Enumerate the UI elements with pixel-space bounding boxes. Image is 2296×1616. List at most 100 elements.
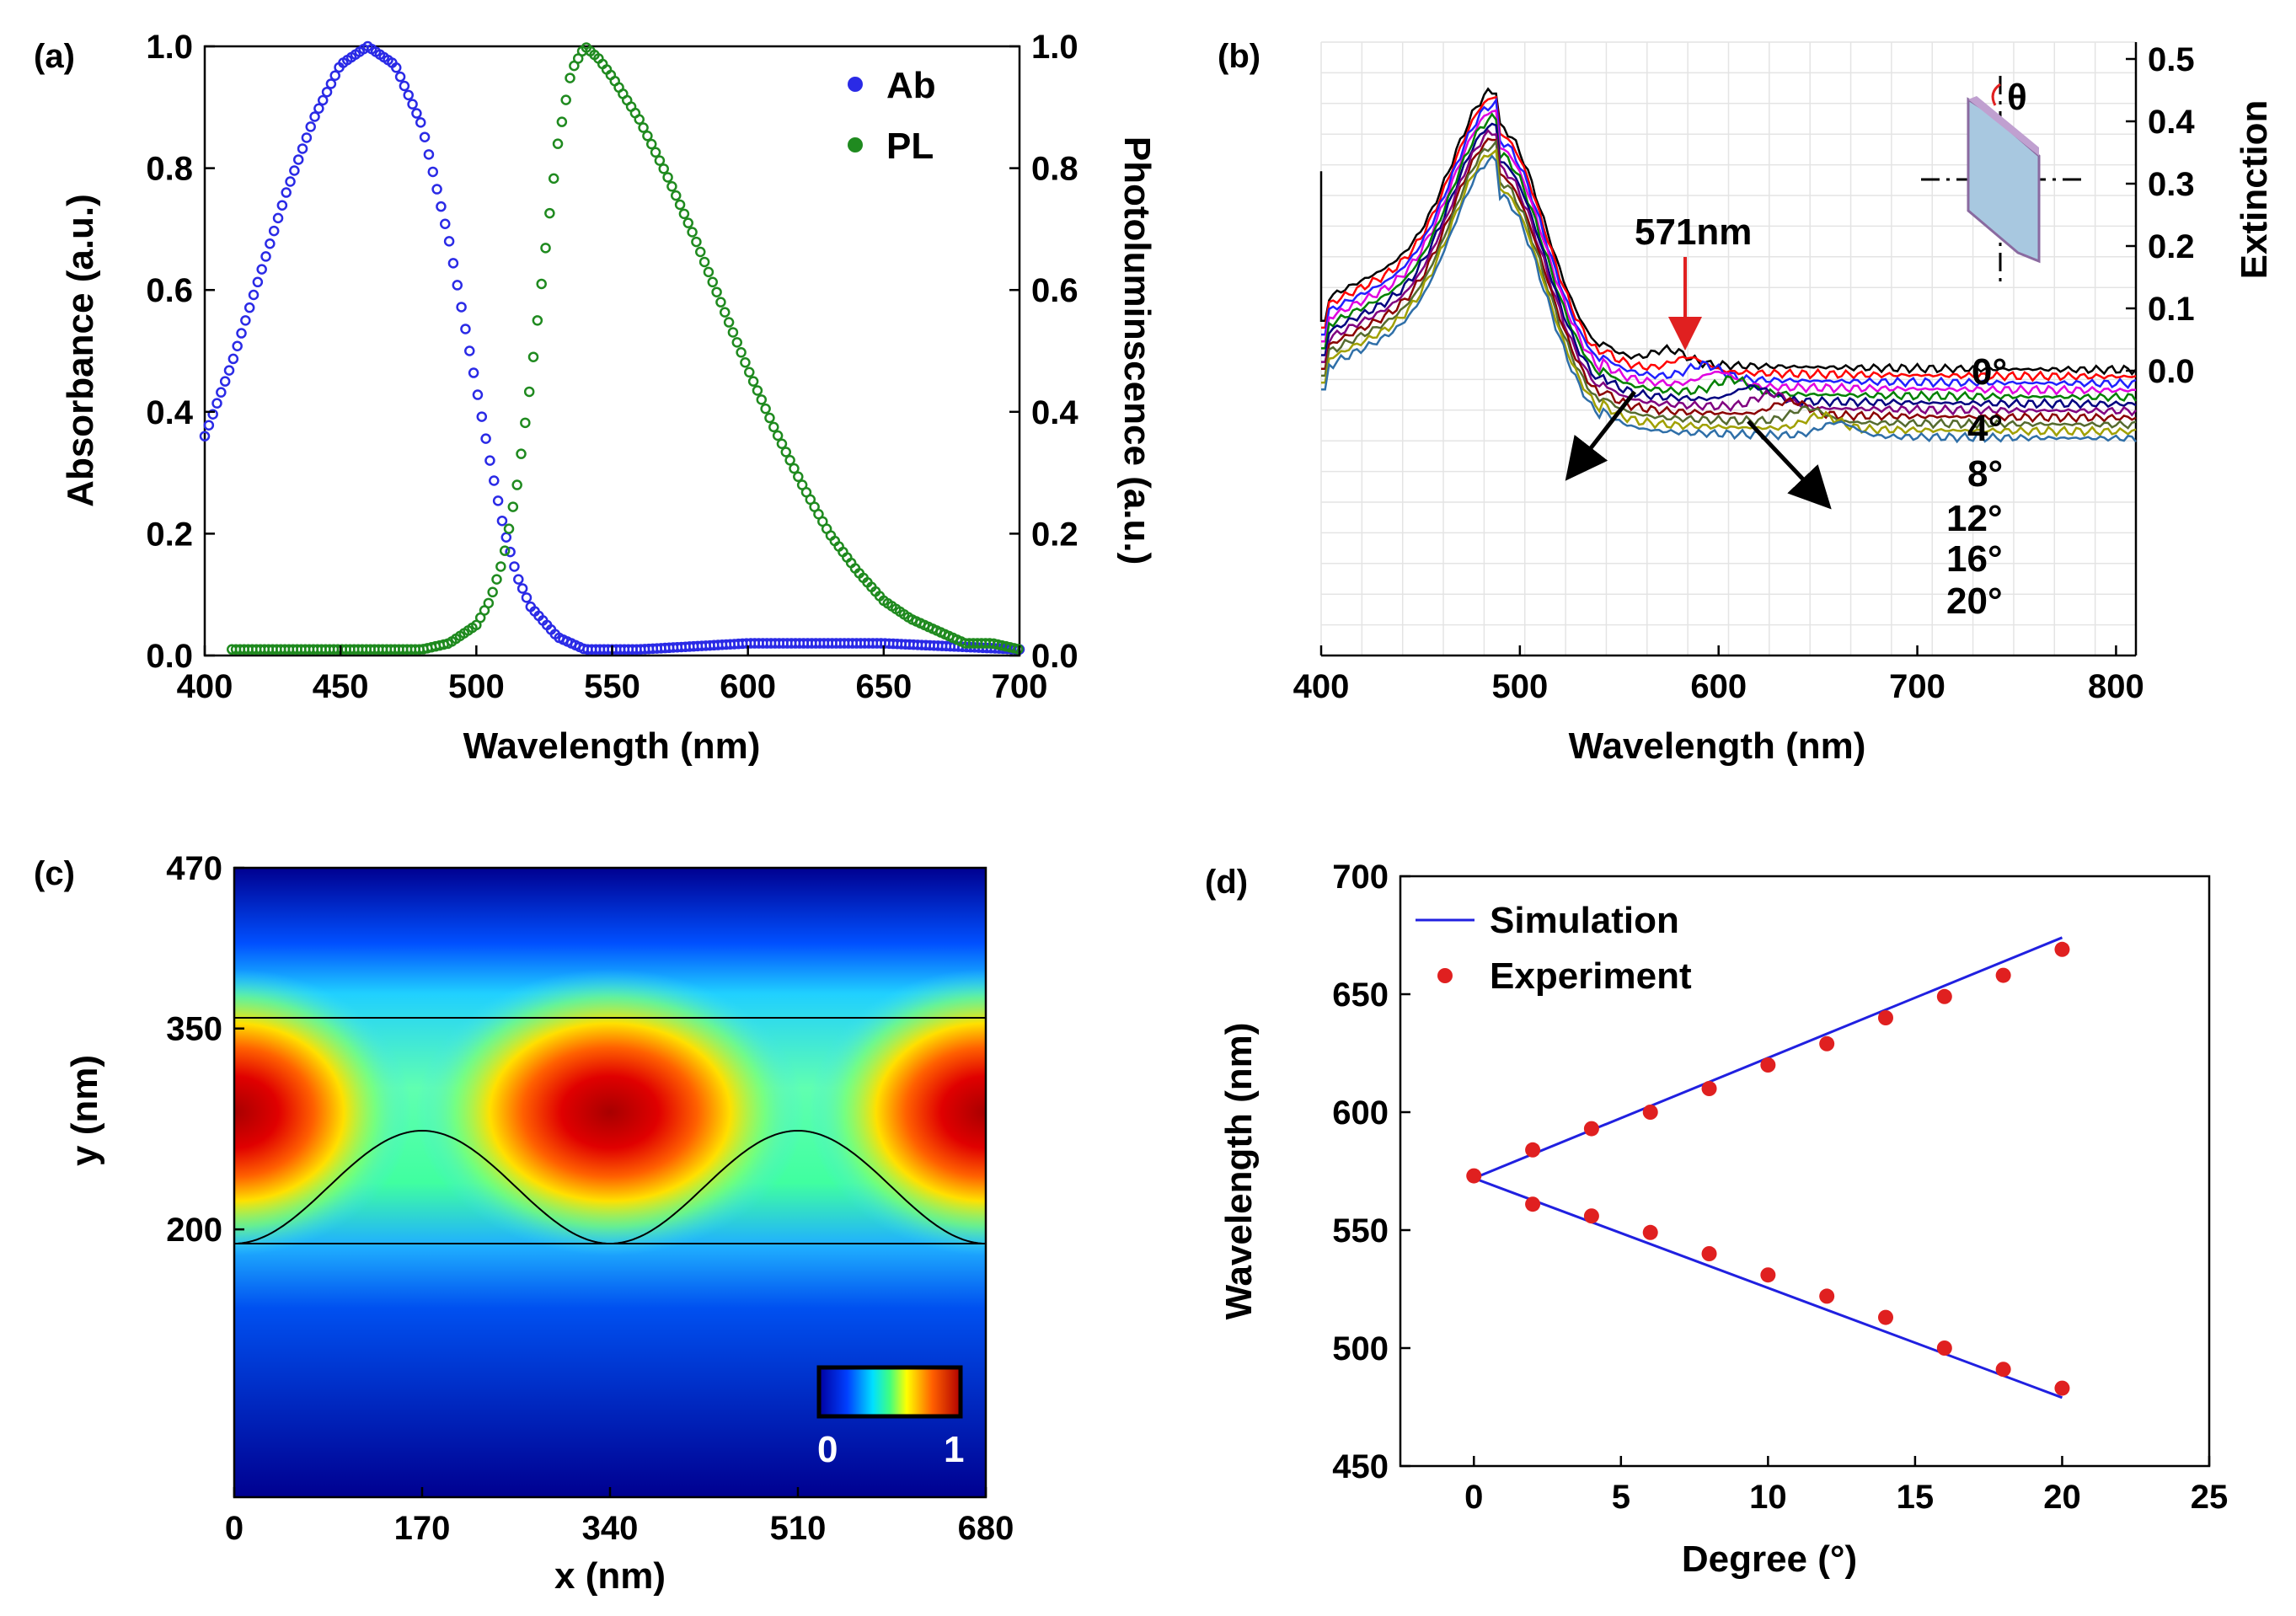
tick-label: 800 [2088, 668, 2144, 705]
annotation-571nm: 571nm [1635, 211, 1752, 253]
spectrum-14deg [1321, 137, 2137, 424]
pl-point [698, 256, 710, 268]
pl-point [487, 586, 498, 598]
ab-point [521, 592, 533, 603]
panel-b-y2-ticks: 0.0 0.1 0.2 0.3 0.4 0.5 [2126, 41, 2195, 390]
tick-label: 700 [992, 668, 1048, 705]
pl-point [666, 181, 677, 192]
experiment-point [1878, 1010, 1893, 1025]
ab-point [236, 328, 247, 339]
panel-c-heatmap [234, 868, 986, 1497]
panel-d: (d) 0 5 10 15 20 25 450 500 550 600 650 700 Degree… [1205, 859, 2228, 1580]
legend-ab-marker [848, 77, 863, 92]
ab-point [223, 365, 235, 376]
tick-label: 680 [958, 1510, 1014, 1547]
panel-b-label: (b) [1218, 38, 1260, 75]
angle-labels: 0° 4° 8° 12° 16° 20° [1946, 351, 2007, 622]
panel-c-colorbar: 0 1 [816, 1365, 964, 1470]
panel-d-legend: Simulation Experiment [1416, 900, 1692, 997]
pl-point [670, 190, 682, 201]
series-pl [226, 42, 1024, 655]
spectrum-0deg [1319, 87, 2137, 377]
ab-point [431, 184, 442, 195]
tick-label: 0.2 [2148, 228, 2195, 265]
experiment-point [1525, 1142, 1541, 1158]
ab-point [516, 583, 528, 594]
angle-label-12: 12° [1946, 498, 2003, 539]
tick-label: 600 [1690, 668, 1747, 705]
spectrum-18deg [1321, 147, 2137, 437]
panel-d-axes [1399, 875, 2211, 1468]
experiment-point [1642, 1105, 1658, 1120]
ab-point [407, 99, 418, 110]
ab-point [419, 131, 431, 142]
pl-point [548, 173, 559, 185]
ab-point [411, 108, 422, 119]
spectrum-8deg [1321, 112, 2138, 403]
angle-label-0: 0° [1972, 351, 2007, 393]
experiment-point [1819, 1288, 1835, 1304]
tick-label: 450 [313, 668, 369, 705]
pl-point [715, 297, 726, 308]
experiment-point [1583, 1208, 1599, 1224]
ab-point [423, 149, 435, 160]
panel-a-legend: Ab PL [848, 65, 936, 167]
experiment-point [1936, 988, 1952, 1004]
series-ab [199, 40, 1025, 655]
tick-label: 600 [720, 668, 776, 705]
legend-experiment-marker [1437, 968, 1453, 983]
experiment-point [1760, 1267, 1776, 1283]
experiment-point [1819, 1035, 1835, 1051]
pl-point [747, 376, 759, 387]
ab-point [232, 340, 243, 351]
pl-point [760, 403, 771, 415]
spectrum-12deg [1321, 129, 2137, 417]
experiment-point [1701, 1246, 1717, 1261]
angle-label-20: 20° [1946, 581, 2003, 622]
ab-point [496, 515, 508, 527]
angle-label-16: 16° [1946, 538, 2003, 580]
pl-point [776, 438, 788, 450]
tick-label: 0.4 [146, 394, 193, 431]
panel-d-label: (d) [1205, 864, 1248, 901]
inset-slab-edge [1968, 96, 2039, 156]
panel-c-label: (c) [34, 855, 75, 892]
pl-point [662, 172, 673, 183]
field-hotspot-center [416, 969, 804, 1255]
pl-point [768, 421, 779, 433]
ab-point [403, 89, 414, 101]
panel-a: (a) 400 450 500 550 600 650 700 0.00.20.40.60.… [34, 29, 1158, 767]
tick-label: 500 [1332, 1330, 1389, 1367]
experiment-point [2054, 941, 2070, 957]
pl-point [711, 286, 722, 297]
ab-point [305, 121, 316, 132]
tick-label: 0 [1464, 1479, 1483, 1516]
tick-label: 340 [582, 1510, 639, 1547]
spectrum-6deg [1321, 109, 2137, 396]
experiment-point [1525, 1196, 1541, 1212]
pl-point [744, 367, 755, 378]
ab-point [297, 143, 308, 154]
tick-label: 0.2 [1031, 516, 1078, 553]
ab-point [244, 302, 255, 313]
ab-point [289, 165, 300, 176]
ab-point [329, 70, 340, 81]
tick-label: 550 [1332, 1212, 1389, 1249]
ab-point [248, 289, 260, 301]
experiment-point [1936, 1340, 1952, 1356]
pl-point [503, 523, 515, 534]
tick-label: 700 [1889, 668, 1945, 705]
pl-point [536, 278, 547, 290]
ab-point [285, 176, 296, 187]
ab-point [390, 62, 402, 73]
tick-label: 20 [2043, 1479, 2081, 1516]
ab-point [489, 475, 500, 486]
ab-point [260, 251, 271, 262]
ab-point [440, 218, 451, 230]
ab-point [480, 433, 491, 444]
tick-label: 600 [1332, 1094, 1389, 1132]
ab-point [513, 574, 524, 585]
tick-label: 10 [1749, 1479, 1787, 1516]
tick-label: 0.8 [1031, 151, 1078, 188]
panel-a-y-ticks: 0.0 0.2 0.4 0.6 0.8 1.0 [146, 29, 215, 675]
